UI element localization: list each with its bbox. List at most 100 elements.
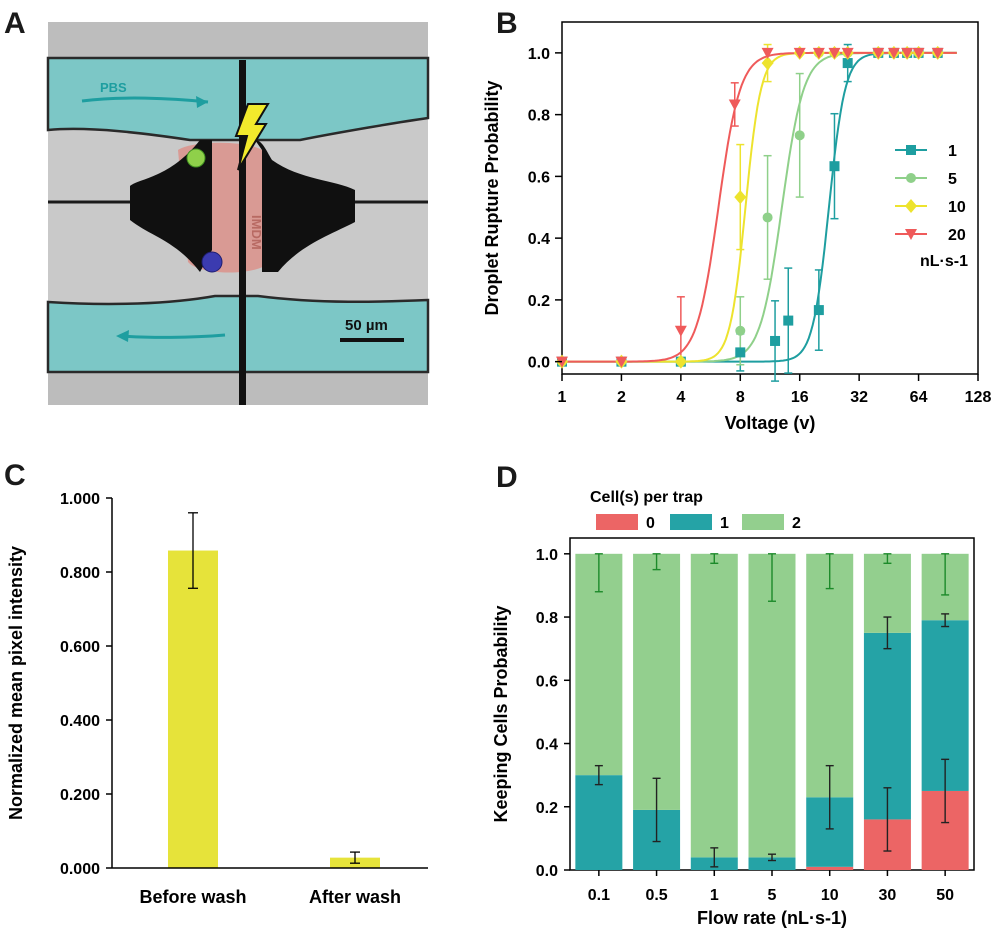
b-y-axis-ticks: 0.0 0.2 0.4 0.6 0.8 1.0 bbox=[528, 46, 562, 372]
d-legend-title: Cell(s) per trap bbox=[590, 489, 703, 506]
b-point-20 bbox=[674, 325, 687, 337]
blue-cell bbox=[201, 251, 223, 273]
d-x-axis-ticks: 0.1 0.5 1 5 10 30 50 bbox=[588, 870, 954, 904]
b-legend-marker bbox=[905, 199, 917, 213]
b-point-20 bbox=[872, 47, 885, 59]
c-y-axis-ticks: 0.000 0.200 0.400 0.600 0.800 1.000 bbox=[60, 491, 112, 878]
b-point-20 bbox=[728, 99, 741, 111]
d-legend-label: 2 bbox=[792, 515, 801, 532]
b-y-tick-label: 0.0 bbox=[528, 355, 550, 372]
c-y-tick-label: 0.000 bbox=[60, 861, 100, 878]
b-legend-label: 1 bbox=[948, 143, 957, 160]
c-x-tick-label: Before wash bbox=[139, 887, 246, 907]
d-y-tick-label: 0.6 bbox=[536, 673, 558, 690]
panel-label-b: B bbox=[496, 7, 518, 40]
b-fit-curves bbox=[562, 51, 957, 363]
b-y-tick-label: 0.8 bbox=[528, 108, 550, 125]
d-y-tick-label: 1.0 bbox=[536, 547, 558, 564]
b-x-axis-title: Voltage (v) bbox=[725, 413, 816, 433]
flow-arrow-top bbox=[81, 96, 209, 104]
pixel-intensity-chart: 0.000 0.200 0.400 0.600 0.800 1.000 Before wa… bbox=[6, 491, 428, 907]
imdm-label: IMDM bbox=[249, 215, 264, 250]
b-y-tick-label: 0.6 bbox=[528, 169, 550, 186]
d-x-tick-label: 1 bbox=[710, 887, 719, 904]
bottom-pbs-channel bbox=[46, 294, 430, 374]
b-point-20 bbox=[901, 47, 914, 59]
b-point-20 bbox=[931, 47, 944, 59]
b-x-tick-label: 1 bbox=[558, 389, 567, 406]
d-bar-segment-2 bbox=[748, 553, 796, 858]
c-y-tick-label: 1.000 bbox=[60, 491, 100, 508]
b-point-1 bbox=[813, 305, 824, 316]
b-point-20 bbox=[841, 47, 854, 59]
d-legend-swatch-2 bbox=[742, 514, 784, 530]
d-y-axis-title: Keeping Cells Probability bbox=[491, 605, 511, 822]
d-x-tick-label: 30 bbox=[879, 887, 897, 904]
b-point-1 bbox=[829, 161, 840, 172]
b-legend: 1 5 10 20 nL·s-1 bbox=[895, 143, 968, 270]
d-bar-segment-2 bbox=[690, 553, 738, 858]
d-y-tick-label: 0.8 bbox=[536, 610, 558, 627]
b-x-tick-label: 4 bbox=[676, 389, 685, 406]
b-x-tick-label: 32 bbox=[850, 389, 868, 406]
flow-arrow-bottom bbox=[121, 333, 226, 339]
b-point-10 bbox=[734, 190, 747, 205]
right-trap bbox=[255, 140, 355, 272]
flow-arrowhead-bottom bbox=[116, 330, 129, 342]
lightning-bolt-icon bbox=[234, 103, 270, 171]
b-point-1 bbox=[735, 347, 746, 358]
d-x-tick-label: 10 bbox=[821, 887, 839, 904]
b-x-tick-label: 16 bbox=[791, 389, 809, 406]
b-point-1 bbox=[783, 315, 794, 326]
b-point-5 bbox=[735, 325, 746, 336]
b-point-5 bbox=[794, 130, 805, 141]
d-y-axis-ticks: 0.0 0.2 0.4 0.6 0.8 1.0 bbox=[536, 547, 570, 880]
b-point-10 bbox=[761, 56, 774, 71]
flow-arrowhead-top bbox=[196, 96, 208, 108]
d-y-tick-label: 0.2 bbox=[536, 800, 558, 817]
b-x-tick-label: 64 bbox=[910, 389, 928, 406]
b-legend-marker bbox=[906, 173, 916, 183]
micrograph-panel: PBS IMDM 50 µm bbox=[46, 22, 430, 405]
pbs-label: PBS bbox=[100, 80, 127, 95]
panel-label-a: A bbox=[4, 7, 26, 40]
d-bar-segment-0 bbox=[806, 866, 854, 870]
c-x-tick-label: After wash bbox=[309, 887, 401, 907]
left-trap bbox=[130, 140, 212, 272]
d-x-tick-label: 0.1 bbox=[588, 887, 610, 904]
d-bars bbox=[575, 553, 969, 870]
b-x-tick-label: 128 bbox=[965, 389, 992, 406]
top-gray-band bbox=[48, 22, 428, 58]
b-point-20 bbox=[761, 47, 774, 59]
c-y-tick-label: 0.200 bbox=[60, 787, 100, 804]
b-point-20 bbox=[828, 47, 841, 59]
top-pbs-channel bbox=[46, 56, 430, 142]
rupture-probability-chart: 1 2 4 8 16 32 64 128 0.0 0.2 0.4 0.6 0.8 1.0 Voltage… bbox=[482, 21, 992, 433]
d-bar-segment-1 bbox=[748, 857, 796, 870]
d-bar-segment-2 bbox=[633, 553, 681, 810]
c-x-axis-ticks: Before wash After wash bbox=[139, 887, 401, 907]
b-plot-frame bbox=[561, 21, 979, 375]
b-point-20 bbox=[615, 356, 628, 368]
b-x-axis-ticks: 1 2 4 8 16 32 64 128 bbox=[558, 374, 992, 406]
b-y-tick-label: 1.0 bbox=[528, 46, 550, 63]
d-x-tick-label: 0.5 bbox=[645, 887, 667, 904]
b-data-points bbox=[556, 45, 944, 369]
d-legend-label: 0 bbox=[646, 515, 655, 532]
b-x-tick-label: 8 bbox=[736, 389, 745, 406]
b-point-20 bbox=[793, 47, 806, 59]
b-legend-marker bbox=[906, 145, 916, 155]
b-legend-label: 10 bbox=[948, 199, 966, 216]
b-point-1 bbox=[842, 58, 853, 69]
b-point-10 bbox=[674, 354, 687, 369]
green-cell bbox=[186, 148, 206, 168]
d-x-tick-label: 5 bbox=[768, 887, 777, 904]
d-x-axis-title: Flow rate (nL·s-1) bbox=[697, 908, 847, 928]
panel-label-c: C bbox=[4, 459, 26, 492]
b-point-1 bbox=[770, 335, 781, 346]
b-error-bars bbox=[676, 43, 852, 382]
c-bar bbox=[168, 550, 218, 868]
b-point-20 bbox=[887, 47, 900, 59]
b-legend-unit: nL·s-1 bbox=[920, 253, 968, 270]
